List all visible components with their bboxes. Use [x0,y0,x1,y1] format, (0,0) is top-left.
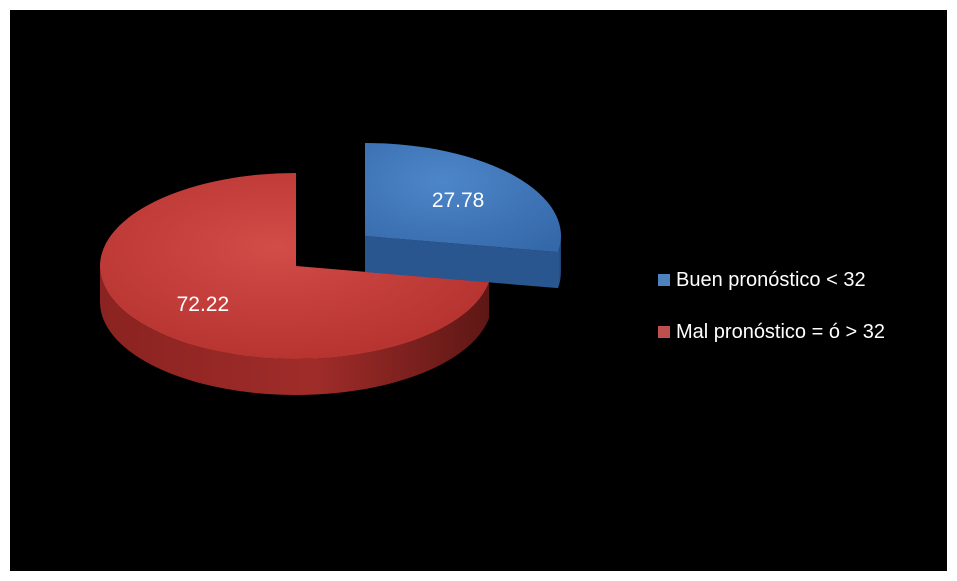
legend-swatch-red [658,326,670,338]
chart-area: 72.22 27.78 Buen pronóstico < 32 Mal pron… [10,10,947,571]
legend-swatch-blue [658,274,670,286]
pie-cut-face-buen-pronostico-end [365,236,559,289]
data-label-mal-pronostico: 72.22 [177,293,230,316]
pie-chart: 72.22 27.78 [99,143,561,395]
legend: Buen pronóstico < 32 Mal pronóstico = ó … [658,260,885,364]
legend-label: Mal pronóstico = ó > 32 [676,320,886,343]
legend-label: Buen pronóstico < 32 [676,268,866,291]
pie-side-mal-pronostico [100,266,490,395]
legend-item-mal-pronostico: Mal pronóstico = ó > 32 [658,312,885,352]
pie-slice-mal-pronostico [99,173,490,359]
pie-side-buen-pronostico [558,236,561,289]
pie-slice-buen-pronostico [365,143,561,253]
legend-item-buen-pronostico: Buen pronóstico < 32 [658,260,885,300]
data-label-buen-pronostico: 27.78 [432,189,485,212]
